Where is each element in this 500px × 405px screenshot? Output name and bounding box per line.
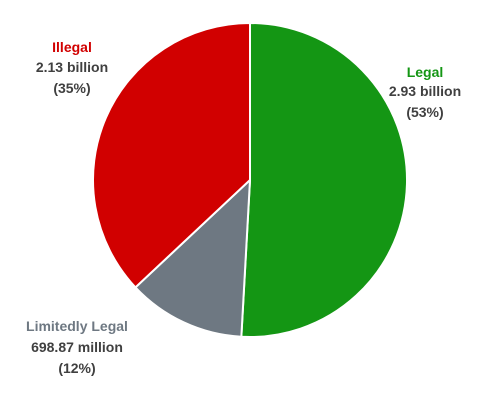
legal-slice	[240, 22, 409, 338]
limitedly-legal-slice-value: 698.87 million	[31, 339, 123, 355]
legal-slice-label: Legal	[407, 64, 444, 80]
illegal-slice-percent: (35%)	[53, 80, 90, 96]
limitedly-legal-slice-percent: (12%)	[58, 360, 95, 376]
illegal-slice-value: 2.13 billion	[36, 59, 108, 75]
illegal-slice	[92, 22, 251, 289]
legal-slice-value: 2.93 billion	[389, 83, 461, 99]
limitedly-legal-slice	[134, 179, 251, 338]
pie-slices	[92, 22, 409, 338]
illegal-slice-label: Illegal	[52, 39, 92, 55]
legal-slice-percent: (53%)	[406, 104, 443, 120]
limitedly-legal-slice-label: Limitedly Legal	[26, 318, 128, 334]
